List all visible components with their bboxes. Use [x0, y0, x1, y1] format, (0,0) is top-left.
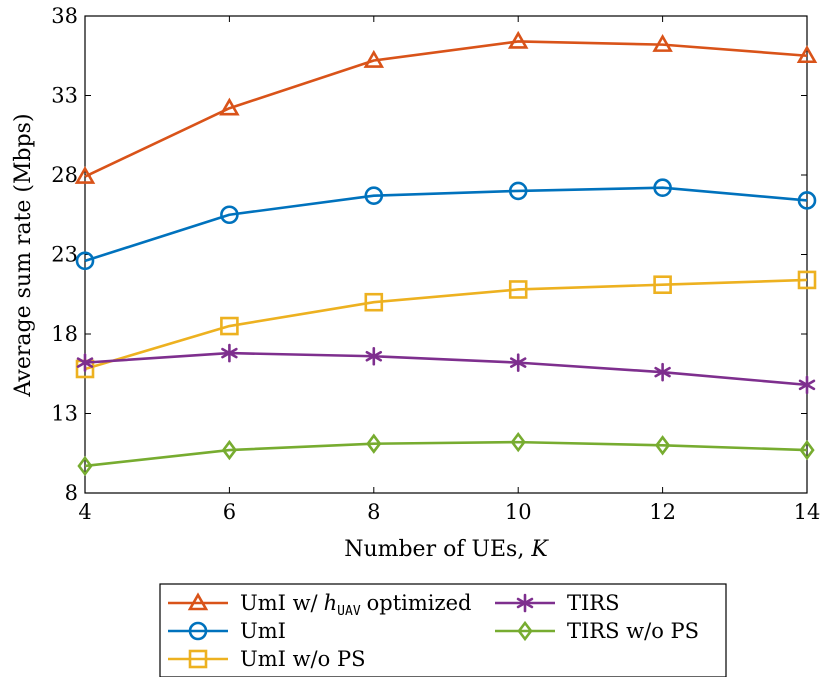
x-tick-label: 10	[505, 500, 532, 524]
data-point	[365, 346, 383, 366]
legend-label: TIRS w/o PS	[567, 619, 699, 643]
data-point	[654, 435, 671, 456]
data-point	[654, 362, 671, 382]
x-axis-label: Number of UEs, K	[344, 537, 549, 562]
data-point	[653, 178, 672, 198]
data-point	[798, 375, 816, 395]
data-point	[76, 353, 94, 372]
legend-marker	[188, 649, 208, 669]
x-tick-label: 14	[794, 500, 821, 524]
y-tick-label: 28	[51, 163, 78, 187]
y-tick-label: 13	[51, 402, 78, 426]
x-tick-label: 4	[78, 500, 91, 524]
data-point	[77, 455, 93, 477]
series-3	[76, 343, 816, 395]
series-2	[75, 270, 817, 379]
data-point	[364, 292, 384, 312]
data-point	[507, 30, 529, 49]
y-tick-label: 38	[51, 4, 78, 28]
data-point	[363, 49, 385, 68]
series-layer	[74, 30, 818, 477]
series-4	[77, 431, 815, 477]
legend-entry: UmI w/hUAV optimized	[168, 591, 471, 619]
legend-marker	[188, 621, 208, 641]
x-tick-label: 6	[223, 500, 236, 524]
legend-entry: UmI w/o PS	[168, 647, 365, 671]
data-point	[220, 205, 239, 225]
data-point	[797, 270, 817, 290]
data-point	[221, 439, 238, 461]
axis-ticks: 4 6 8 10 12 14 8 13 18 23 28 33 38	[51, 4, 820, 524]
data-point	[796, 45, 818, 64]
data-point	[366, 433, 382, 454]
series-line	[84, 278, 808, 371]
data-point	[221, 343, 238, 363]
data-point	[75, 251, 95, 271]
legend-label: TIRS	[567, 591, 620, 615]
series-line	[84, 440, 808, 468]
legend-entry: TIRS w/o PS	[495, 619, 699, 643]
legend-marker	[187, 592, 209, 611]
y-tick-label: 33	[51, 84, 78, 108]
series-line	[84, 40, 808, 178]
series-line	[84, 351, 808, 387]
legend-entry: TIRS	[495, 591, 620, 615]
y-tick-label: 23	[51, 243, 78, 267]
series-0	[74, 30, 818, 184]
legend-label: UmI w/o PS	[240, 647, 365, 671]
data-point	[219, 97, 240, 116]
y-tick-label: 18	[51, 322, 78, 346]
plot-area	[84, 15, 808, 494]
data-point	[510, 431, 526, 453]
x-tick-label: 8	[367, 500, 380, 524]
x-tick-label: 12	[649, 500, 676, 524]
data-point	[508, 280, 528, 299]
data-point	[220, 316, 239, 336]
legend-label: UmI	[240, 619, 286, 643]
series-line	[84, 186, 808, 263]
data-point	[799, 439, 815, 461]
data-point	[74, 165, 96, 184]
data-point	[653, 275, 672, 295]
data-point	[797, 191, 817, 210]
data-point	[364, 186, 384, 205]
data-point	[509, 353, 527, 372]
data-point	[652, 33, 673, 52]
series-1	[75, 178, 817, 271]
legend-marker	[517, 620, 533, 642]
legend-marker	[516, 593, 534, 613]
legend-label: UmI w/hUAV optimized	[240, 591, 471, 619]
y-axis-label: Average sum rate (Mbps)	[11, 113, 36, 397]
data-point	[508, 181, 528, 201]
legend-box	[159, 583, 727, 677]
y-tick-label: 8	[65, 481, 78, 505]
legend-entry: UmI	[168, 619, 286, 643]
